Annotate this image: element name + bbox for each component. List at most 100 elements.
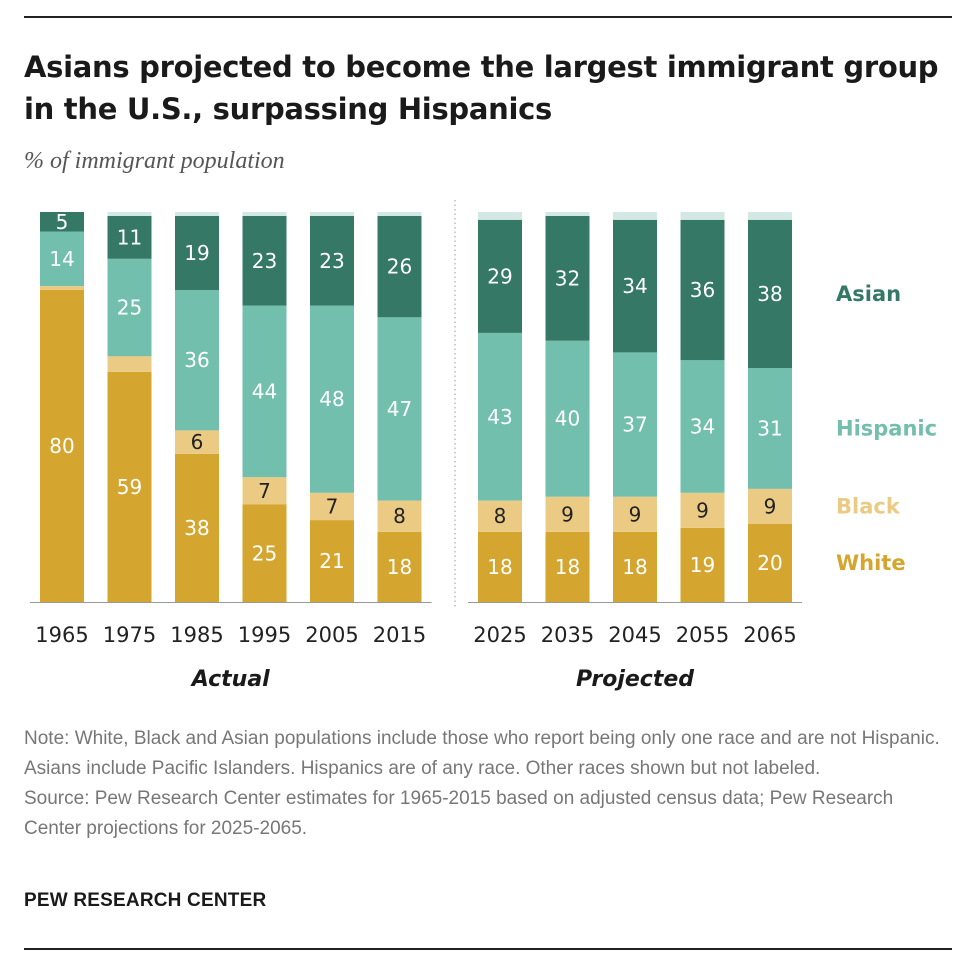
value-label-white-2065: 20: [757, 551, 782, 575]
bar-segment-hispanic-2005: [310, 305, 354, 493]
value-label-white-1975: 59: [117, 475, 142, 499]
source-text: Source: Pew Research Center estimates fo…: [24, 788, 894, 839]
value-label-white-2045: 18: [622, 555, 647, 579]
value-labels-layer: 80 14 5 59 25 11 38 6 36 19 25 7 44 23 21 7 48 23 18 8 47 26 1…: [49, 210, 782, 579]
value-label-asian-2035: 32: [555, 266, 580, 290]
x-tick-label-2045: 2045: [608, 623, 661, 647]
bar-segment-asian-2035: [545, 215, 590, 341]
bar-segment-asian-2015: [377, 215, 422, 318]
bar-segment-other-2065: [748, 212, 792, 220]
brand-logo-text: PEW RESEARCH CENTER: [24, 890, 267, 911]
value-label-hispanic-2025: 43: [487, 405, 512, 429]
bar-segment-black-2055: [680, 492, 725, 528]
value-label-hispanic-1995: 44: [252, 379, 277, 403]
value-label-white-2035: 18: [555, 555, 580, 579]
bar-segment-black-2015: [377, 500, 422, 532]
x-tick-label-1975: 1975: [103, 623, 156, 647]
x-tick-label-2065: 2065: [743, 623, 796, 647]
legend-hispanic: Hispanic: [836, 416, 937, 440]
value-label-white-2005: 21: [319, 549, 344, 573]
value-label-black-2055: 9: [696, 498, 709, 522]
chart-subtitle: % of immigrant population: [24, 148, 285, 174]
bar-segment-black-1975: [107, 356, 152, 372]
bar-segment-white-2045: [613, 531, 657, 602]
bar-segment-other-1995: [242, 212, 287, 216]
value-label-asian-1985: 19: [184, 241, 209, 265]
bar-segment-hispanic-1975: [107, 258, 152, 357]
bar-segment-asian-2045: [613, 219, 657, 353]
value-label-hispanic-2055: 34: [690, 415, 715, 439]
stacked-bar-chart: 80 14 5 59 25 11 38 6 36 19 25 7 44 23 21 7 48 23 18 8 47 26 1…: [30, 200, 937, 692]
x-tick-label-2015: 2015: [373, 623, 426, 647]
note-text: Note: White, Black and Asian populations…: [24, 728, 940, 779]
value-label-hispanic-1975: 25: [117, 296, 142, 320]
value-label-hispanic-2005: 48: [319, 387, 344, 411]
legend-asian: Asian: [836, 282, 901, 306]
bar-segment-hispanic-2055: [680, 360, 725, 493]
bar-segment-hispanic-2015: [377, 317, 422, 501]
value-label-asian-2005: 23: [319, 249, 344, 273]
bar-segment-other-2015: [377, 212, 422, 216]
bar-segment-other-2025: [478, 212, 522, 220]
value-label-white-1995: 25: [252, 541, 277, 565]
value-label-asian-2055: 36: [690, 278, 715, 302]
value-label-asian-1975: 11: [117, 225, 142, 249]
value-label-black-2015: 8: [393, 504, 406, 528]
bar-segment-black-1995: [242, 477, 287, 505]
bar-segment-other-1985: [175, 212, 219, 216]
x-tick-label-1995: 1995: [238, 623, 291, 647]
bar-segment-white-2035: [545, 531, 590, 602]
bars-layer: [40, 212, 792, 602]
value-label-hispanic-2065: 31: [757, 416, 782, 440]
bar-segment-white-1995: [242, 504, 287, 602]
bar-segment-asian-2025: [478, 219, 522, 333]
value-label-asian-2015: 26: [387, 255, 412, 279]
x-tick-label-2005: 2005: [305, 623, 358, 647]
bar-segment-hispanic-2065: [748, 368, 792, 489]
top-rule: [24, 16, 952, 18]
value-label-white-2055: 19: [690, 553, 715, 577]
value-label-asian-2025: 29: [487, 264, 512, 288]
value-label-black-1985: 6: [191, 430, 204, 454]
value-label-hispanic-1965: 14: [49, 247, 74, 271]
bar-segment-other-2005: [310, 212, 354, 216]
value-label-hispanic-2035: 40: [555, 407, 580, 431]
bar-segment-other-2035: [545, 212, 590, 216]
bar-segment-asian-2055: [680, 219, 725, 361]
bar-segment-black-2035: [545, 496, 590, 532]
bar-segment-hispanic-2045: [613, 352, 657, 497]
value-label-black-2065: 9: [764, 494, 777, 518]
bar-segment-hispanic-1965: [40, 231, 84, 287]
value-label-black-2025: 8: [494, 504, 507, 528]
bar-segment-other-2045: [613, 212, 657, 220]
value-label-white-2015: 18: [387, 555, 412, 579]
value-label-white-1965: 80: [49, 434, 74, 458]
value-label-asian-2065: 38: [757, 282, 782, 306]
axis-layer: 1965 1975 1985 1995 2005 2015 2025 2035 2045 2055…: [30, 200, 802, 692]
bar-segment-white-2065: [748, 524, 792, 602]
bottom-rule: [24, 948, 952, 950]
bar-segment-asian-2065: [748, 219, 792, 368]
legend-white: White: [836, 551, 906, 575]
x-tick-label-2025: 2025: [473, 623, 526, 647]
bar-segment-hispanic-2025: [478, 332, 522, 501]
bar-segment-asian-1965: [40, 212, 84, 232]
group-label-projected: Projected: [576, 667, 694, 692]
bar-segment-hispanic-2035: [545, 340, 590, 497]
bar-segment-white-1975: [107, 371, 152, 602]
value-label-hispanic-1985: 36: [184, 348, 209, 372]
bar-segment-white-2005: [310, 520, 354, 602]
bar-segment-asian-1975: [107, 215, 152, 259]
bar-segment-black-1965: [40, 286, 84, 290]
value-label-hispanic-2045: 37: [622, 413, 647, 437]
bar-segment-white-2055: [680, 527, 725, 602]
bar-segment-hispanic-1995: [242, 305, 287, 478]
value-label-black-1995: 7: [258, 479, 271, 503]
legend-black: Black: [836, 494, 901, 518]
bar-segment-asian-1985: [175, 215, 219, 290]
bar-segment-white-1985: [175, 453, 219, 602]
bar-segment-white-2015: [377, 531, 422, 602]
bar-segment-other-2055: [680, 212, 725, 220]
bar-segment-asian-2005: [310, 215, 354, 306]
bar-segment-white-1965: [40, 290, 84, 602]
